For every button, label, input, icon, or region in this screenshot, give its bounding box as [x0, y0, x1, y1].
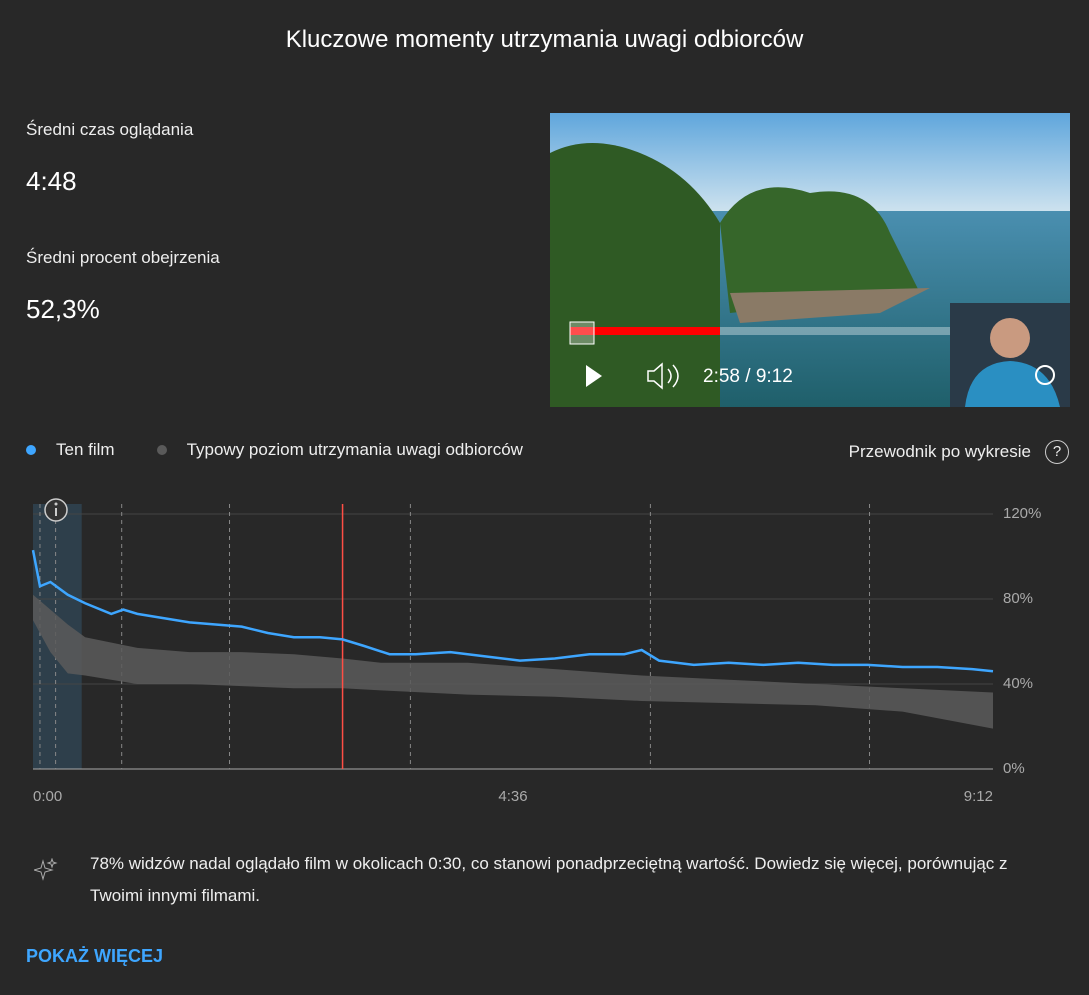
trees: [720, 187, 920, 313]
y-tick-label: 0%: [1003, 760, 1025, 777]
y-tick-label: 80%: [1003, 590, 1033, 607]
legend: Ten film Typowy poziom utrzymania uwagi …: [26, 440, 523, 460]
legend-dot: [26, 445, 36, 455]
play-button[interactable]: [586, 365, 602, 387]
info-icon: [54, 502, 58, 506]
show-more-button[interactable]: POKAŻ WIĘCEJ: [26, 946, 164, 966]
scrubber[interactable]: [569, 321, 595, 345]
retention-line: [31, 549, 994, 673]
progress-track: [570, 327, 1050, 335]
title: Kluczowe momenty utrzymania uwagi odbior…: [285, 26, 804, 53]
insight-text: 78% widzów nadal oglądało film w okolica…: [90, 854, 1008, 905]
video-time: 2:58 / 9:12: [703, 366, 793, 387]
settings[interactable]: [1035, 365, 1055, 385]
x-tick-label: 0:00: [33, 788, 62, 805]
sparkle-icon: [34, 858, 58, 881]
y-tick-label: 40%: [1003, 675, 1033, 692]
face: [990, 318, 1030, 358]
trees: [550, 143, 720, 407]
legend-label: Typowy poziom utrzymania uwagi odbiorców: [186, 440, 523, 459]
legend-dot: [156, 445, 167, 455]
x-tick-label: 9:12: [964, 788, 993, 805]
rocks: [730, 288, 930, 323]
y-tick-label: 120%: [1003, 505, 1041, 522]
legend-label: Ten film: [56, 440, 115, 459]
progress: [570, 327, 720, 335]
guide-label: Przewodnik po wykresie: [848, 442, 1031, 461]
stat-label: Średni czas oglądania: [26, 120, 194, 139]
chart: 0% 40% 80% 120% 0:00 4:36 9:12: [31, 498, 1041, 805]
chart-guide[interactable]: Przewodnik po wykresie?: [849, 440, 1069, 464]
video-player[interactable]: 2:58 / 9:12: [550, 113, 1070, 407]
help-icon: ?: [1045, 440, 1069, 464]
typical-band: [33, 594, 993, 729]
stat-value: 52,3%: [26, 294, 100, 324]
stat-label: Średni procent obejrzenia: [26, 248, 220, 267]
x-tick-label: 4:36: [498, 788, 527, 805]
volume[interactable]: [647, 362, 679, 390]
stat-value: 4:48: [26, 166, 77, 196]
